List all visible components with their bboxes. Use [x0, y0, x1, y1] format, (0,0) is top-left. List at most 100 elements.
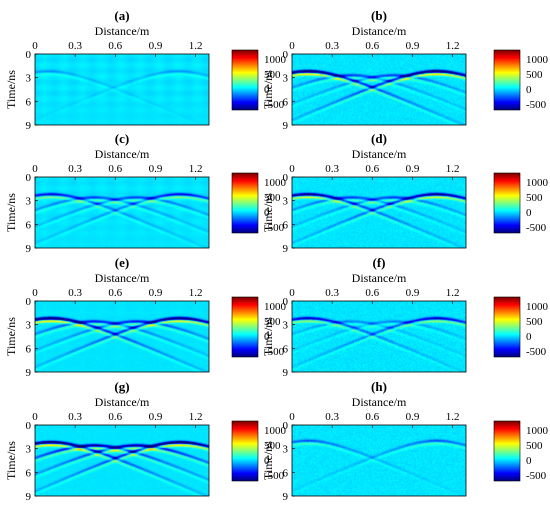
y-axis-title: Time/ns [261, 441, 275, 480]
y-tick-label: 9 [283, 243, 289, 255]
x-axis-title: Distance/m [352, 271, 407, 285]
colorbar [232, 421, 258, 481]
panel-label: (d) [371, 131, 387, 146]
x-tick-label: 0.3 [68, 40, 82, 52]
colorbar-tick-label: 0 [264, 207, 270, 219]
x-tick-label: 0.9 [149, 40, 163, 52]
x-tick-label: 0.3 [325, 163, 339, 175]
x-axis-title: Distance/m [352, 395, 407, 409]
colorbar-tick-label: 500 [526, 69, 543, 81]
x-tick-label: 0.6 [365, 411, 379, 423]
colorbar-tick-label: 500 [526, 316, 543, 328]
x-tick-label: 0.3 [325, 40, 339, 52]
colorbar-frame [493, 49, 521, 111]
y-tick-label: 3 [26, 444, 32, 456]
panel-label: (a) [114, 8, 129, 23]
plot-frame [291, 176, 467, 249]
x-axis-title: Distance/m [95, 271, 150, 285]
x-tick-label: 1.2 [189, 287, 203, 299]
colorbar-tick-label: -500 [264, 470, 285, 482]
colorbar [232, 297, 258, 357]
x-tick-label: 0.3 [325, 411, 339, 423]
radargram-image [292, 177, 466, 248]
radargram-image [35, 54, 209, 125]
colorbar-tick-label: 1000 [526, 425, 549, 437]
x-tick-label: 0.6 [365, 287, 379, 299]
x-axis-title: Distance/m [95, 147, 150, 161]
x-tick-label: 0 [32, 40, 38, 52]
radargram-image [35, 177, 209, 248]
colorbar-tick-label: 0 [264, 455, 270, 467]
radargram-image [35, 425, 209, 496]
x-tick-label: 1.2 [189, 411, 203, 423]
colorbar-frame [493, 420, 521, 482]
x-axis-title: Distance/m [95, 24, 150, 38]
colorbar-frame [231, 420, 259, 482]
x-tick-label: 0.6 [108, 411, 122, 423]
panel-label: (h) [371, 379, 387, 394]
colorbar-tick-label: -500 [264, 222, 285, 234]
colorbar-tick-label: -500 [526, 346, 547, 358]
colorbar-frame [231, 296, 259, 358]
colorbar-tick-label: -500 [526, 222, 547, 234]
y-tick-label: 0 [26, 172, 32, 184]
x-tick-label: 0.6 [108, 40, 122, 52]
y-axis-title: Time/ns [261, 70, 275, 109]
x-tick-label: 1.2 [446, 411, 460, 423]
colorbar [494, 173, 520, 233]
colorbar-tick-label: 0 [264, 84, 270, 96]
colorbar-tick-label: 0 [526, 207, 532, 219]
x-axis-title: Distance/m [95, 395, 150, 409]
y-tick-label: 0 [283, 420, 289, 432]
y-axis-title: Time/ns [261, 317, 275, 356]
plot-frame [291, 300, 467, 373]
y-tick-label: 0 [283, 49, 289, 61]
y-tick-label: 9 [26, 243, 32, 255]
colorbar-tick-label: -500 [264, 99, 285, 111]
plot-frame [34, 53, 210, 126]
colorbar-frame [231, 49, 259, 111]
y-tick-label: 9 [26, 367, 32, 379]
y-tick-label: 3 [283, 73, 289, 85]
colorbar-tick-label: 0 [526, 331, 532, 343]
colorbar-tick-label: 500 [264, 440, 281, 452]
radargram-image [292, 425, 466, 496]
y-tick-label: 3 [26, 196, 32, 208]
x-tick-label: 0.9 [406, 40, 420, 52]
y-axis-title: Time/ns [4, 441, 18, 480]
x-tick-label: 0 [32, 287, 38, 299]
x-tick-label: 0 [32, 163, 38, 175]
plot-frame [34, 300, 210, 373]
x-tick-label: 1.2 [189, 163, 203, 175]
y-tick-label: 9 [283, 491, 289, 503]
panel-label: (f) [373, 255, 386, 270]
colorbar-tick-label: 500 [526, 440, 543, 452]
colorbar [232, 173, 258, 233]
x-tick-label: 0 [289, 287, 295, 299]
colorbar-tick-label: 500 [264, 192, 281, 204]
colorbar-tick-label: 1000 [526, 177, 549, 189]
y-tick-label: 6 [26, 219, 32, 231]
radargram-image [35, 301, 209, 372]
panel-label: (e) [115, 255, 129, 270]
colorbar-frame [493, 172, 521, 234]
y-tick-label: 9 [283, 120, 289, 132]
x-tick-label: 0 [32, 411, 38, 423]
y-tick-label: 0 [26, 49, 32, 61]
colorbar-tick-label: -500 [526, 470, 547, 482]
y-tick-label: 0 [283, 296, 289, 308]
x-tick-label: 0 [289, 411, 295, 423]
y-tick-label: 3 [283, 320, 289, 332]
x-tick-label: 0.9 [149, 287, 163, 299]
x-tick-label: 0.9 [406, 163, 420, 175]
colorbar-tick-label: 1000 [264, 177, 287, 189]
radargram-image [292, 301, 466, 372]
panel-label: (g) [114, 379, 129, 394]
y-tick-label: 6 [26, 96, 32, 108]
